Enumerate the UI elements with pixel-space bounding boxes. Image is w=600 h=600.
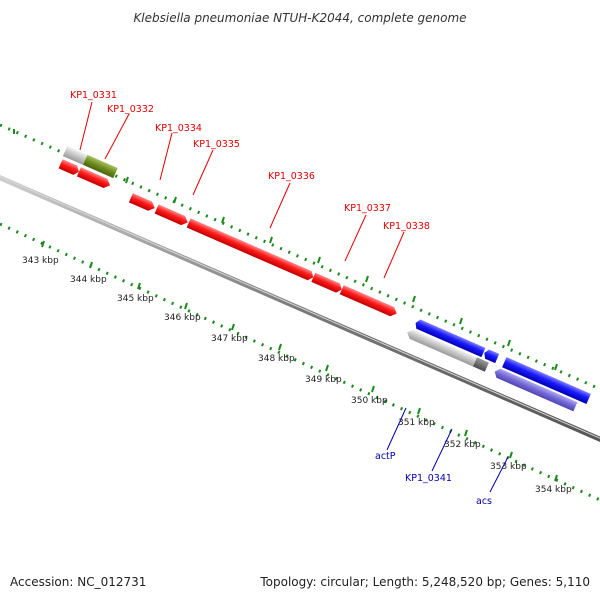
tick-label-353: 353 kbp — [490, 462, 527, 472]
inner-major-tick — [371, 385, 375, 393]
gene-forward-kp1-0331[interactable] — [58, 159, 81, 176]
accession-text: Accession: NC_012731 — [10, 575, 146, 589]
reverse-gene-labels: actP KP1_0341 acs — [375, 407, 509, 507]
outer-major-tick — [173, 196, 177, 204]
gene-reverse[interactable] — [414, 318, 486, 358]
outer-major-tick — [459, 317, 463, 325]
tick-label-343: 343 kbp — [22, 256, 59, 266]
gene-forward-kp1-0337[interactable] — [311, 272, 343, 295]
tick-label-348: 348 kbp — [258, 354, 295, 364]
leader-line — [431, 428, 453, 472]
outer-major-tick — [412, 295, 416, 303]
outer-major-tick — [554, 363, 558, 371]
leader-line — [192, 149, 214, 196]
leader-line — [344, 214, 367, 262]
gene-label-kp1-0337[interactable]: KP1_0337 — [344, 203, 391, 214]
gene-pseudo[interactable] — [62, 146, 88, 165]
leader-line — [386, 407, 407, 451]
forward-gene-labels: KP1_0331 KP1_0332 KP1_0334 KP1_0335 KP1_… — [70, 90, 430, 279]
gene-label-kp1-0335[interactable]: KP1_0335 — [193, 139, 240, 150]
inner-major-tick — [278, 343, 282, 351]
tick-label-344: 344 kbp — [70, 275, 107, 285]
outer-major-tick — [507, 339, 511, 347]
leader-line — [159, 132, 173, 181]
gene-forward-kp1-0334[interactable] — [128, 193, 157, 213]
inner-major-tick — [464, 429, 468, 437]
tick-label-349: 349 kbp — [305, 375, 342, 385]
gene-reverse[interactable] — [482, 348, 500, 364]
leader-line — [489, 456, 509, 493]
inner-tick-track — [0, 222, 600, 502]
leader-line — [269, 182, 291, 229]
backbone-line — [0, 175, 600, 442]
gene-forward-kp1-0332[interactable] — [76, 167, 112, 190]
gene-forward-kp1-0338[interactable] — [339, 285, 399, 318]
tick-label-354: 354 kbp — [535, 485, 572, 495]
gene-other[interactable] — [83, 154, 118, 179]
gene-label-acs[interactable]: acs — [476, 496, 492, 507]
gene-label-kp1-0332[interactable]: KP1_0332 — [107, 104, 154, 115]
gene-label-kp1-0334[interactable]: KP1_0334 — [155, 123, 202, 134]
genome-summary-text: Topology: circular; Length: 5,248,520 bp… — [259, 575, 590, 589]
tick-label-346: 346 kbp — [164, 313, 201, 323]
inner-major-tick — [184, 302, 188, 310]
gene-rna-kp1-0341[interactable] — [493, 367, 578, 412]
map-title: Klebsiella pneumoniae NTUH-K2044, comple… — [133, 11, 466, 25]
gene-label-kp1-0331[interactable]: KP1_0331 — [70, 90, 117, 101]
backbone-highlight — [0, 176, 600, 439]
outer-major-tick — [317, 256, 321, 264]
tick-label-351: 351 kbp — [398, 418, 435, 428]
gene-pseudo-tail[interactable] — [472, 357, 489, 372]
inner-major-ticks — [41, 240, 558, 482]
gene-label-kp1-0341[interactable]: KP1_0341 — [405, 473, 452, 484]
inner-major-tick — [231, 323, 235, 331]
gene-label-actp[interactable]: actP — [375, 451, 396, 462]
inner-major-tick — [89, 261, 93, 269]
leader-line — [383, 231, 405, 279]
inner-major-tick — [325, 364, 329, 372]
inner-major-tick — [41, 240, 45, 248]
leader-line — [104, 113, 130, 160]
outer-major-tick — [365, 275, 369, 283]
outer-major-tick — [269, 236, 273, 244]
inner-major-tick — [554, 474, 558, 482]
tick-label-352: 352 kbp — [444, 440, 481, 450]
tick-label-345: 345 kbp — [117, 294, 154, 304]
inner-major-tick — [137, 282, 141, 290]
leader-line — [79, 101, 93, 151]
tick-label-350: 350 kbp — [351, 396, 388, 406]
gene-forward-kp1-0335[interactable] — [154, 204, 190, 227]
gene-label-kp1-0338[interactable]: KP1_0338 — [383, 221, 430, 232]
genome-backbone — [0, 175, 600, 442]
gene-features — [58, 146, 591, 412]
outer-major-tick — [125, 176, 129, 184]
gene-reverse[interactable] — [502, 357, 591, 404]
gene-forward-kp1-0336[interactable] — [186, 218, 316, 282]
inner-dotted-line — [0, 222, 600, 502]
outer-major-tick — [221, 216, 225, 224]
gene-label-kp1-0336[interactable]: KP1_0336 — [268, 171, 315, 182]
scale-labels: 343 kbp 344 kbp 345 kbp 346 kbp 347 kbp … — [22, 256, 572, 495]
inner-major-tick — [417, 407, 421, 415]
inner-major-tick — [509, 451, 513, 459]
tick-label-347: 347 kbp — [211, 334, 248, 344]
gene-pseudo-actp[interactable] — [405, 328, 477, 367]
